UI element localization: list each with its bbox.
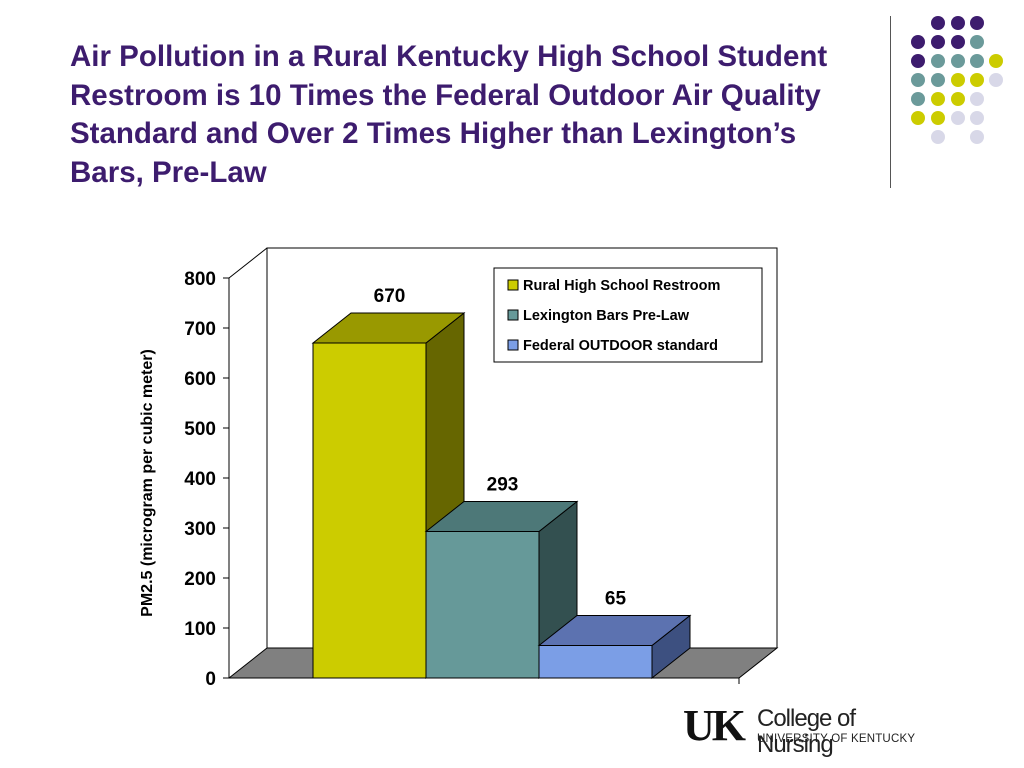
bar-front: [312, 342, 427, 679]
y-tick-label: 100: [184, 619, 216, 640]
decorative-dot-grid: [911, 16, 1003, 144]
decorative-dot: [931, 16, 945, 30]
decorative-dot: [989, 54, 1003, 68]
decorative-dot: [970, 16, 984, 30]
y-tick-label: 800: [184, 269, 216, 290]
decorative-dot: [951, 111, 965, 125]
logo-university-name: UNIVERSITY OF KENTUCKY: [757, 733, 916, 745]
decorative-dot: [911, 35, 925, 49]
decorative-dot: [911, 54, 925, 68]
y-tick-label: 700: [184, 319, 216, 340]
decorative-dot: [951, 92, 965, 106]
legend-box: [493, 267, 763, 363]
decorative-dot: [970, 54, 984, 68]
bar-data-label: 65: [605, 589, 627, 610]
legend-item: Lexington Bars Pre-Law: [507, 308, 690, 324]
legend-label: Rural High School Restroom: [523, 278, 720, 294]
bar-front: [538, 645, 653, 679]
y-tick-label: 500: [184, 419, 216, 440]
legend-item: Rural High School Restroom: [507, 278, 720, 294]
bar: 65: [537, 589, 692, 680]
decorative-dot: [951, 73, 965, 87]
decorative-dot: [931, 130, 945, 144]
decorative-dot: [911, 73, 925, 87]
uk-college-of-nursing-logo: UK College of Nursing UNIVERSITY OF KENT…: [683, 701, 923, 758]
chart-side-edge: [228, 247, 268, 279]
legend-item: Federal OUTDOOR standard: [507, 338, 718, 354]
decorative-dot: [931, 111, 945, 125]
y-tick-label: 300: [184, 519, 216, 540]
y-tick-label: 400: [184, 469, 216, 490]
decorative-dot: [931, 54, 945, 68]
decorative-dot: [951, 16, 965, 30]
bar: 293: [424, 475, 579, 680]
bar-front: [425, 531, 540, 679]
y-tick-label: 0: [205, 669, 216, 690]
chart-back-wall: [266, 247, 778, 648]
legend-swatch: [507, 309, 519, 321]
bar-data-label: 293: [487, 475, 519, 496]
decorative-dot: [931, 35, 945, 49]
decorative-dot: [951, 54, 965, 68]
decorative-dot: [989, 73, 1003, 87]
logo-college-name: College of Nursing: [757, 705, 856, 758]
decorative-dot: [970, 92, 984, 106]
decorative-dot: [931, 92, 945, 106]
title-divider: [890, 16, 891, 188]
bar-data-label: 670: [374, 286, 406, 307]
uk-logo-mark: UK: [683, 701, 746, 750]
decorative-dot: [911, 92, 925, 106]
legend-swatch: [507, 339, 519, 351]
y-tick-label: 200: [184, 569, 216, 590]
decorative-dot: [970, 111, 984, 125]
legend-label: Lexington Bars Pre-Law: [523, 308, 690, 324]
slide-title: Air Pollution in a Rural Kentucky High S…: [70, 40, 828, 189]
decorative-dot: [970, 35, 984, 49]
decorative-dot: [970, 73, 984, 87]
decorative-dot: [931, 73, 945, 87]
decorative-dot: [951, 35, 965, 49]
y-tick-label: 600: [184, 369, 216, 390]
chart-legend: Rural High School Restroom Lexington Bars…: [493, 267, 763, 363]
decorative-dot: [911, 111, 925, 125]
decorative-dot: [970, 130, 984, 144]
legend-label: Federal OUTDOOR standard: [523, 338, 718, 354]
y-axis-title: PM2.5 (microgram per cubic meter): [139, 349, 156, 617]
legend-swatch: [507, 279, 519, 291]
